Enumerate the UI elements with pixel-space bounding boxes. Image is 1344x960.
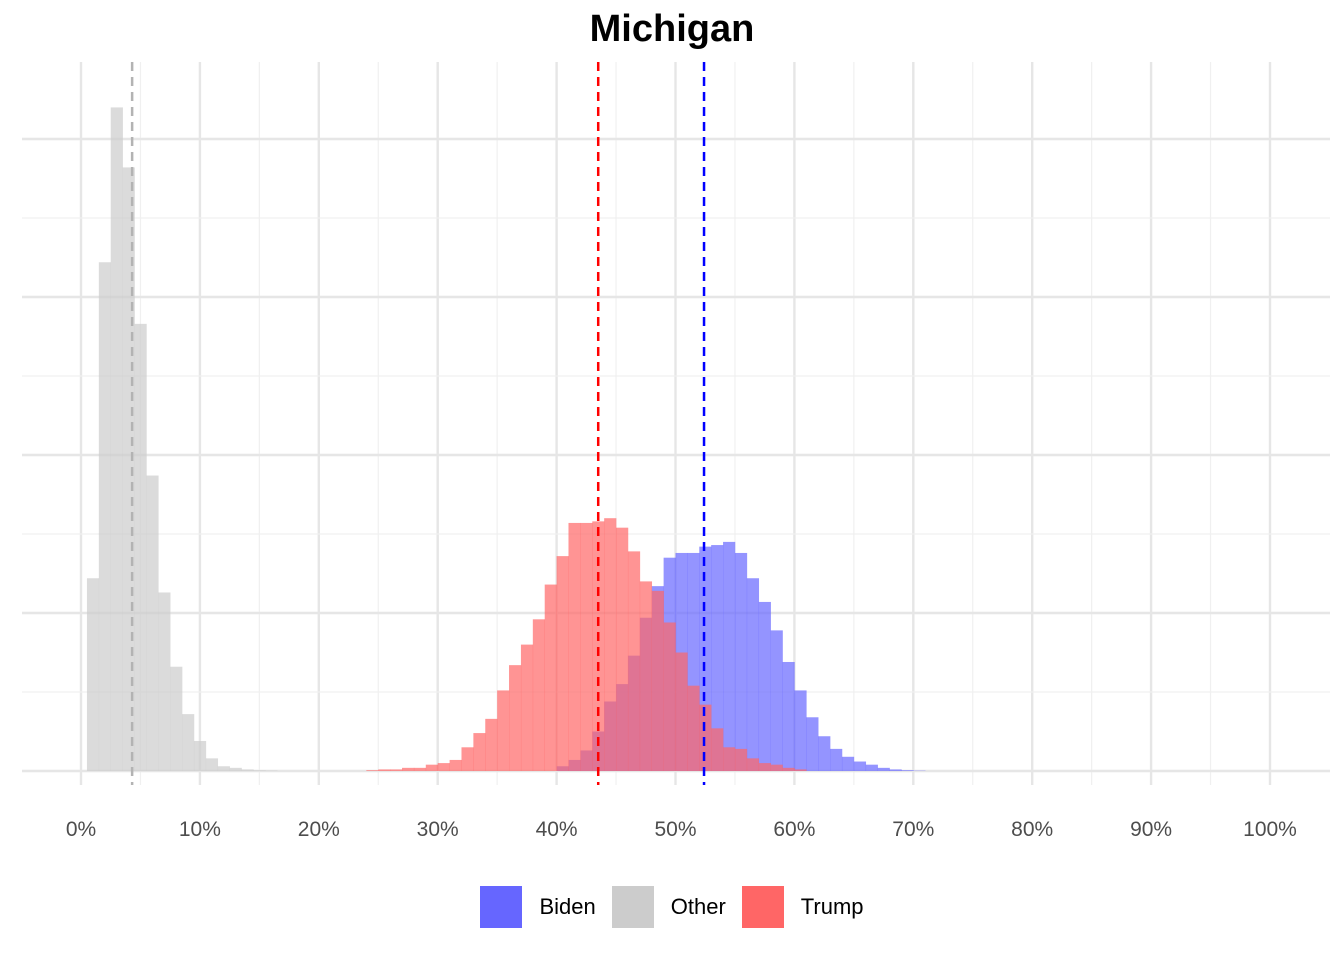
bar-other xyxy=(98,262,112,771)
bar-trump xyxy=(520,644,534,771)
bar-other xyxy=(158,592,171,771)
bar-trump xyxy=(723,747,736,771)
bar-trump xyxy=(568,522,581,771)
bar-biden xyxy=(758,601,771,771)
bar-trump xyxy=(699,704,712,771)
bar-other xyxy=(110,107,123,771)
bar-other xyxy=(205,758,219,771)
reference-lines xyxy=(130,62,706,785)
bar-trump xyxy=(544,584,557,771)
x-tick-label: 90% xyxy=(1130,818,1172,841)
bar-trump xyxy=(687,685,700,771)
legend-swatch xyxy=(611,886,654,928)
bar-other xyxy=(86,578,100,771)
bar-trump xyxy=(711,728,724,771)
legend-swatch xyxy=(741,886,784,928)
legend-item-trump: Trump xyxy=(741,886,864,928)
bar-trump xyxy=(509,665,522,771)
legend: Biden Other Trump xyxy=(0,886,1344,928)
bar-biden xyxy=(746,578,760,771)
x-tick-label: 20% xyxy=(298,818,340,841)
bar-trump xyxy=(556,556,569,771)
bar-biden xyxy=(782,661,795,771)
bar-other xyxy=(229,767,242,771)
chart-title: Michigan xyxy=(589,8,755,50)
legend-item-other: Other xyxy=(611,886,726,928)
bar-other xyxy=(182,714,195,771)
legend-item-biden: Biden xyxy=(480,886,596,928)
bar-other xyxy=(217,766,230,771)
bar-trump xyxy=(604,518,617,771)
bar-trump xyxy=(580,522,593,771)
x-tick-label: 60% xyxy=(773,818,815,841)
bar-trump xyxy=(366,770,379,771)
series-other xyxy=(86,107,278,771)
bar-trump xyxy=(461,747,474,771)
bar-trump xyxy=(770,764,783,771)
bar-biden xyxy=(794,690,807,771)
bar-other xyxy=(134,323,147,771)
bar-trump xyxy=(378,769,391,771)
x-tick-label: 10% xyxy=(179,818,221,841)
x-tick-label: 100% xyxy=(1243,818,1297,841)
bar-trump xyxy=(425,764,438,771)
bar-biden xyxy=(865,764,878,771)
bar-trump xyxy=(651,590,664,771)
bar-biden xyxy=(734,552,748,771)
bar-other xyxy=(253,770,266,771)
bar-biden xyxy=(830,748,843,771)
bar-biden xyxy=(853,761,867,771)
series-trump xyxy=(366,518,807,771)
x-tick-label: 40% xyxy=(536,818,578,841)
bar-biden xyxy=(877,767,890,771)
bar-other xyxy=(146,475,159,771)
bar-other xyxy=(193,740,207,771)
bar-biden xyxy=(818,736,831,771)
bar-trump xyxy=(532,619,546,771)
bar-biden xyxy=(889,769,902,771)
bar-biden xyxy=(723,541,736,771)
bar-trump xyxy=(794,769,807,771)
bar-other xyxy=(241,769,254,771)
bar-trump xyxy=(413,767,427,771)
bar-biden xyxy=(841,756,855,771)
bar-trump xyxy=(497,690,510,771)
bar-trump xyxy=(663,622,676,771)
bar-trump xyxy=(402,767,415,771)
bar-trump xyxy=(746,758,760,771)
bar-trump xyxy=(485,718,498,771)
legend-label: Other xyxy=(670,894,726,919)
x-tick-label: 70% xyxy=(892,818,934,841)
x-tick-label: 0% xyxy=(66,818,96,841)
bar-other xyxy=(170,666,183,771)
bar-trump xyxy=(437,763,450,771)
bar-biden xyxy=(711,545,724,771)
bar-trump xyxy=(639,581,653,771)
bar-trump xyxy=(390,769,403,771)
bar-biden xyxy=(901,770,914,771)
bar-trump xyxy=(592,521,605,771)
x-tick-label: 50% xyxy=(654,818,696,841)
histogram-bars xyxy=(86,107,926,771)
bar-biden xyxy=(770,630,783,771)
bar-biden xyxy=(806,717,819,771)
x-tick-label: 80% xyxy=(1011,818,1053,841)
bar-trump xyxy=(473,733,486,771)
bar-trump xyxy=(734,748,748,771)
bar-trump xyxy=(675,652,688,771)
bar-trump xyxy=(627,551,641,771)
legend-swatch xyxy=(480,886,523,928)
legend-label: Trump xyxy=(800,894,864,919)
bar-trump xyxy=(758,763,771,771)
legend-label: Biden xyxy=(539,894,596,919)
bar-trump xyxy=(782,767,795,771)
bar-trump xyxy=(616,527,629,771)
bar-trump xyxy=(449,759,462,771)
x-axis-tick-labels: 0% 10% 20% 30% 40% 50% 60% 70% 80% 90% 100% xyxy=(66,818,1297,841)
x-tick-label: 30% xyxy=(417,818,459,841)
